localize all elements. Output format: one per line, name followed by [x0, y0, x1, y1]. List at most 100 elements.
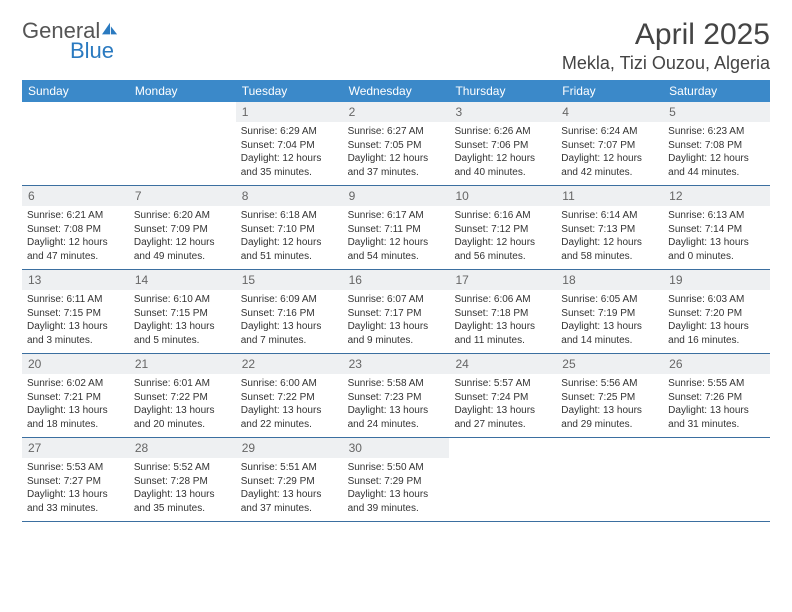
dow-cell: Monday — [129, 80, 236, 102]
day-number: 13 — [22, 270, 129, 290]
day-info-line: Sunrise: 5:50 AM — [348, 461, 445, 475]
day-body: Sunrise: 5:53 AMSunset: 7:27 PMDaylight:… — [22, 458, 129, 521]
day-info-line: Sunrise: 6:23 AM — [668, 125, 765, 139]
day-info-line: Daylight: 13 hours — [668, 236, 765, 250]
day-number: 30 — [343, 438, 450, 458]
day-number: 1 — [236, 102, 343, 122]
day-info-line: and 51 minutes. — [241, 250, 338, 264]
day-body: Sunrise: 6:17 AMSunset: 7:11 PMDaylight:… — [343, 206, 450, 269]
dow-cell: Tuesday — [236, 80, 343, 102]
day-number: 16 — [343, 270, 450, 290]
day-info-line: Sunset: 7:24 PM — [454, 391, 551, 405]
day-cell: 6Sunrise: 6:21 AMSunset: 7:08 PMDaylight… — [22, 186, 129, 269]
day-info-line: Sunrise: 6:06 AM — [454, 293, 551, 307]
day-info-line: Sunset: 7:20 PM — [668, 307, 765, 321]
day-info-line: Sunset: 7:07 PM — [561, 139, 658, 153]
day-body: Sunrise: 6:11 AMSunset: 7:15 PMDaylight:… — [22, 290, 129, 353]
day-info-line: Daylight: 12 hours — [454, 236, 551, 250]
day-info-line: Sunrise: 6:18 AM — [241, 209, 338, 223]
day-info-line: Daylight: 12 hours — [348, 152, 445, 166]
day-number: 7 — [129, 186, 236, 206]
day-cell: 11Sunrise: 6:14 AMSunset: 7:13 PMDayligh… — [556, 186, 663, 269]
day-info-line: Sunset: 7:18 PM — [454, 307, 551, 321]
day-info-line: and 16 minutes. — [668, 334, 765, 348]
day-info-line: and 47 minutes. — [27, 250, 124, 264]
dow-cell: Sunday — [22, 80, 129, 102]
day-info-line: Sunset: 7:22 PM — [241, 391, 338, 405]
day-info-line: Sunset: 7:10 PM — [241, 223, 338, 237]
day-number: 18 — [556, 270, 663, 290]
day-info-line: Daylight: 13 hours — [27, 404, 124, 418]
week-row: 27Sunrise: 5:53 AMSunset: 7:27 PMDayligh… — [22, 438, 770, 522]
day-info-line: and 18 minutes. — [27, 418, 124, 432]
day-cell: 20Sunrise: 6:02 AMSunset: 7:21 PMDayligh… — [22, 354, 129, 437]
day-info-line: Sunrise: 6:03 AM — [668, 293, 765, 307]
day-info-line: Sunset: 7:16 PM — [241, 307, 338, 321]
day-info-line: and 49 minutes. — [134, 250, 231, 264]
day-info-line: Daylight: 12 hours — [561, 152, 658, 166]
day-number: 29 — [236, 438, 343, 458]
day-info-line: and 5 minutes. — [134, 334, 231, 348]
day-cell: 13Sunrise: 6:11 AMSunset: 7:15 PMDayligh… — [22, 270, 129, 353]
day-body: Sunrise: 6:21 AMSunset: 7:08 PMDaylight:… — [22, 206, 129, 269]
day-cell: 27Sunrise: 5:53 AMSunset: 7:27 PMDayligh… — [22, 438, 129, 521]
logo-text-blue: Blue — [70, 38, 114, 64]
day-info-line: Sunset: 7:12 PM — [454, 223, 551, 237]
day-number: 28 — [129, 438, 236, 458]
day-info-line: and 40 minutes. — [454, 166, 551, 180]
day-number: 11 — [556, 186, 663, 206]
day-info-line: and 27 minutes. — [454, 418, 551, 432]
day-cell: 17Sunrise: 6:06 AMSunset: 7:18 PMDayligh… — [449, 270, 556, 353]
day-info-line: Sunrise: 6:11 AM — [27, 293, 124, 307]
day-body: Sunrise: 5:52 AMSunset: 7:28 PMDaylight:… — [129, 458, 236, 521]
day-info-line: Sunrise: 6:00 AM — [241, 377, 338, 391]
day-body: Sunrise: 6:13 AMSunset: 7:14 PMDaylight:… — [663, 206, 770, 269]
day-cell — [129, 102, 236, 185]
day-info-line: Sunrise: 6:14 AM — [561, 209, 658, 223]
weeks-container: 1Sunrise: 6:29 AMSunset: 7:04 PMDaylight… — [22, 102, 770, 522]
day-cell: 19Sunrise: 6:03 AMSunset: 7:20 PMDayligh… — [663, 270, 770, 353]
day-number: 12 — [663, 186, 770, 206]
day-cell: 29Sunrise: 5:51 AMSunset: 7:29 PMDayligh… — [236, 438, 343, 521]
day-cell: 23Sunrise: 5:58 AMSunset: 7:23 PMDayligh… — [343, 354, 450, 437]
day-info-line: Sunrise: 6:09 AM — [241, 293, 338, 307]
day-body: Sunrise: 6:03 AMSunset: 7:20 PMDaylight:… — [663, 290, 770, 353]
week-row: 20Sunrise: 6:02 AMSunset: 7:21 PMDayligh… — [22, 354, 770, 438]
day-body: Sunrise: 6:02 AMSunset: 7:21 PMDaylight:… — [22, 374, 129, 437]
day-number: 3 — [449, 102, 556, 122]
day-body: Sunrise: 6:26 AMSunset: 7:06 PMDaylight:… — [449, 122, 556, 185]
day-body: Sunrise: 5:56 AMSunset: 7:25 PMDaylight:… — [556, 374, 663, 437]
day-number: 20 — [22, 354, 129, 374]
dow-cell: Saturday — [663, 80, 770, 102]
day-info-line: and 7 minutes. — [241, 334, 338, 348]
month-title: April 2025 — [562, 18, 770, 51]
day-body: Sunrise: 6:01 AMSunset: 7:22 PMDaylight:… — [129, 374, 236, 437]
day-info-line: Daylight: 13 hours — [27, 488, 124, 502]
day-info-line: Sunset: 7:11 PM — [348, 223, 445, 237]
day-cell: 2Sunrise: 6:27 AMSunset: 7:05 PMDaylight… — [343, 102, 450, 185]
day-info-line: Sunrise: 6:27 AM — [348, 125, 445, 139]
day-info-line: Sunset: 7:15 PM — [134, 307, 231, 321]
day-info-line: Daylight: 13 hours — [134, 404, 231, 418]
day-cell — [663, 438, 770, 521]
day-info-line: Sunrise: 6:17 AM — [348, 209, 445, 223]
day-cell: 8Sunrise: 6:18 AMSunset: 7:10 PMDaylight… — [236, 186, 343, 269]
day-info-line: and 3 minutes. — [27, 334, 124, 348]
day-cell: 4Sunrise: 6:24 AMSunset: 7:07 PMDaylight… — [556, 102, 663, 185]
day-info-line: Sunrise: 6:21 AM — [27, 209, 124, 223]
day-body: Sunrise: 6:09 AMSunset: 7:16 PMDaylight:… — [236, 290, 343, 353]
day-info-line: and 0 minutes. — [668, 250, 765, 264]
day-body: Sunrise: 5:55 AMSunset: 7:26 PMDaylight:… — [663, 374, 770, 437]
title-block: April 2025 Mekla, Tizi Ouzou, Algeria — [562, 18, 770, 74]
day-info-line: Daylight: 13 hours — [561, 404, 658, 418]
calendar-page: GeneralBlue April 2025 Mekla, Tizi Ouzou… — [0, 0, 792, 540]
day-info-line: Daylight: 12 hours — [561, 236, 658, 250]
day-number: 9 — [343, 186, 450, 206]
day-number: 4 — [556, 102, 663, 122]
day-body: Sunrise: 6:00 AMSunset: 7:22 PMDaylight:… — [236, 374, 343, 437]
day-body: Sunrise: 5:51 AMSunset: 7:29 PMDaylight:… — [236, 458, 343, 521]
day-number: 22 — [236, 354, 343, 374]
day-body: Sunrise: 6:20 AMSunset: 7:09 PMDaylight:… — [129, 206, 236, 269]
day-body: Sunrise: 6:24 AMSunset: 7:07 PMDaylight:… — [556, 122, 663, 185]
day-info-line: and 39 minutes. — [348, 502, 445, 516]
